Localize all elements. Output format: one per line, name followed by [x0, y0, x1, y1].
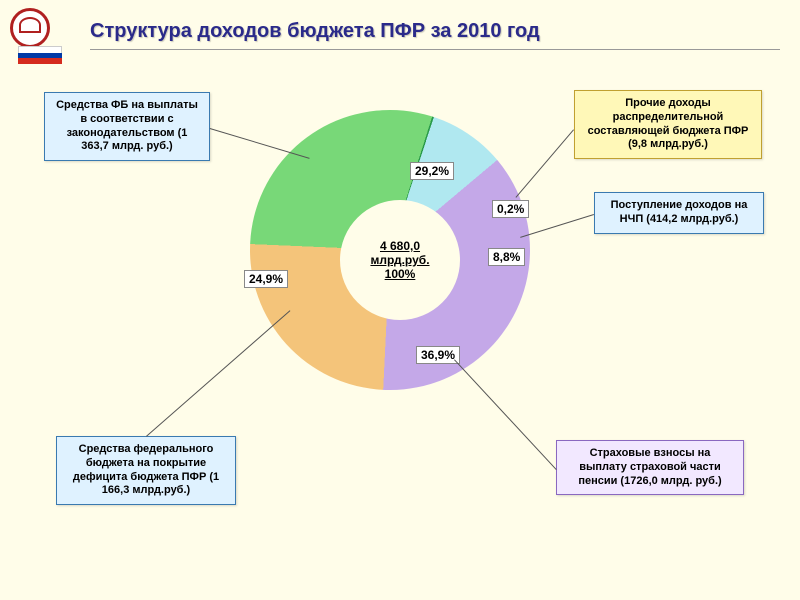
slice-label-fb_legislation: 29,2%	[410, 162, 454, 180]
slice-label-insurance: 36,9%	[416, 346, 460, 364]
app-logo	[10, 8, 60, 58]
slice-label-deficit: 24,9%	[244, 270, 288, 288]
pie-chart: 4 680,0 млрд.руб. 100% 29,2% 0,2% 8,8% 36,9…	[250, 110, 550, 410]
callout-insurance: Страховые взносы на выплату страховой ча…	[556, 440, 744, 495]
callout-nchp: Поступление доходов на НЧП (414,2 млрд.р…	[594, 192, 764, 234]
page-title: Структура доходов бюджета ПФР за 2010 го…	[90, 20, 780, 50]
center-percent: 100%	[385, 267, 416, 281]
center-total: 4 680,0	[380, 239, 420, 253]
callout-fb_legislation: Средства ФБ на выплаты в соответствии с …	[44, 92, 210, 161]
slice-label-nchp: 8,8%	[488, 248, 525, 266]
chart-center-total: 4 680,0 млрд.руб. 100%	[340, 200, 460, 320]
callout-other_income: Прочие доходы распределительной составля…	[574, 90, 762, 159]
slice-label-other_income: 0,2%	[492, 200, 529, 218]
center-unit: млрд.руб.	[370, 253, 429, 267]
callout-deficit: Средства федерального бюджета на покрыти…	[56, 436, 236, 505]
